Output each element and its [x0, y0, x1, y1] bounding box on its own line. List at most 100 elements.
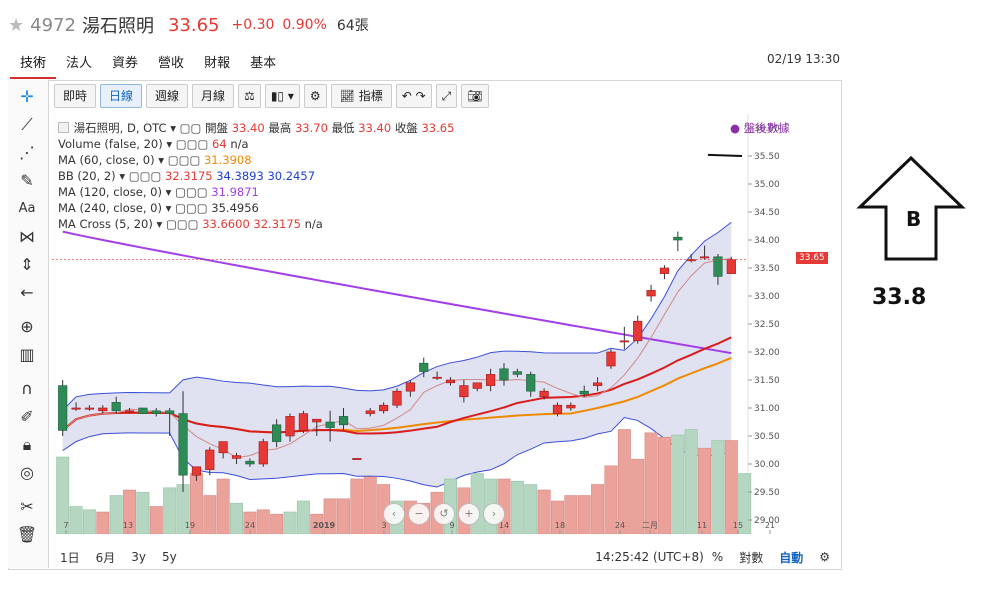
candle-body	[325, 421, 335, 428]
tab-revenue[interactable]: 營收	[158, 56, 185, 71]
y-tick-label: 32.00	[754, 348, 780, 358]
volume-bar	[310, 513, 324, 534]
fullscreen-icon[interactable]: ⤢	[435, 84, 458, 108]
range-3y[interactable]: 3y	[131, 550, 147, 564]
legend-ma240[interactable]: MA (240, close, 0) ▾ ▢▢▢ 35.4956	[58, 201, 259, 215]
high-value: 33.70	[294, 121, 328, 135]
up-arrow-annotation	[856, 155, 966, 261]
intraday-button[interactable]: 即時	[54, 84, 97, 108]
volume-bar	[698, 447, 712, 534]
legend-ma60[interactable]: MA (60, close, 0) ▾ ▢▢▢ 31.3908	[58, 153, 252, 167]
legend-macross-v1: 33.6600	[202, 217, 250, 231]
x-tick-label: 3	[381, 521, 386, 530]
trendline-icon[interactable]: ⟋	[21, 115, 33, 134]
log-button[interactable]: 對數	[739, 550, 764, 565]
star-icon[interactable]: ★	[8, 14, 25, 36]
tab-technical[interactable]: 技術	[10, 48, 57, 79]
monthly-button[interactable]: 月線	[192, 84, 235, 108]
legend-settings-icon[interactable]: ▾ ▢▢	[170, 121, 202, 135]
tools-icon[interactable]: ✂	[20, 497, 34, 516]
stock-name: 湯石照明	[81, 16, 154, 37]
lock-icon[interactable]: 🔒︎	[22, 435, 32, 454]
range-6m[interactable]: 6月	[95, 550, 116, 565]
candle-body	[191, 466, 201, 476]
ma5-line	[62, 257, 732, 459]
undo-icon[interactable]: ↶ ↷	[395, 84, 432, 108]
zoom-in-icon[interactable]: +	[458, 503, 480, 525]
candle-body	[124, 410, 135, 413]
text-icon[interactable]: Aa	[18, 201, 36, 216]
measure-icon[interactable]: ⇕	[20, 255, 34, 274]
candle-body	[71, 407, 81, 410]
stock-price: 33.65	[167, 14, 220, 36]
eye-icon[interactable]: ◎	[20, 463, 34, 482]
legend-title: 湯石照明, D, OTC	[73, 121, 167, 135]
percent-button[interactable]: %	[711, 550, 724, 564]
daily-button[interactable]: 日線	[100, 84, 143, 108]
after-hours-link[interactable]: ● 盤後數據	[730, 120, 790, 136]
collapse-icon[interactable]	[58, 122, 69, 133]
tab-institutional[interactable]: 法人	[66, 56, 93, 71]
fib-icon[interactable]: ⋰	[19, 143, 35, 162]
candlestick-chart[interactable]: 36.00 35.50 35.00 34.50 34.00 33.50 33.00 32.50…	[52, 114, 798, 534]
legend-volume-value: 64	[212, 137, 227, 151]
legend-bb-upper: 34.3893	[216, 169, 264, 183]
y-tick-label: 34.50	[754, 208, 780, 218]
range-5y[interactable]: 5y	[162, 550, 177, 564]
zoom-out-icon[interactable]: −	[408, 503, 430, 525]
open-value: 33.40	[231, 121, 265, 135]
candle-body	[619, 340, 629, 343]
legend-ma120[interactable]: MA (120, close, 0) ▾ ▢▢▢ 31.9871	[58, 185, 259, 199]
scroll-left-icon[interactable]: ‹	[383, 503, 405, 525]
crosshair-icon[interactable]: ✛	[20, 87, 34, 106]
x-tick-label: 19	[185, 521, 195, 530]
y-tick-label: 29.00	[754, 516, 780, 526]
gear-icon[interactable]: ⚙	[819, 550, 830, 564]
scroll-right-icon[interactable]: ›	[483, 503, 505, 525]
magnet-icon[interactable]: ∩	[21, 379, 33, 398]
pencil-lock-icon[interactable]: ✐	[20, 407, 34, 426]
compare-icon[interactable]: ⚖	[238, 84, 261, 108]
candle-body	[298, 413, 308, 431]
low-label: 最低	[331, 121, 355, 135]
volume-bar	[216, 478, 230, 534]
volume-bar	[136, 491, 150, 534]
candle-body	[512, 371, 522, 375]
candle-body	[539, 390, 549, 398]
tab-margin[interactable]: 資券	[112, 56, 139, 71]
candle-body	[646, 290, 656, 297]
legend-bb[interactable]: BB (20, 2) ▾ ▢▢▢ 32.3175 34.3893 30.2457	[58, 169, 316, 183]
volume-bar	[163, 487, 177, 534]
pattern-icon[interactable]: ⋈	[19, 227, 35, 246]
stock-code: 4972	[30, 14, 76, 36]
zoom-icon[interactable]: ⊕	[20, 317, 34, 336]
camera-icon[interactable]: 📷︎	[461, 84, 489, 108]
legend-macross-na: n/a	[304, 217, 323, 231]
tab-financials[interactable]: 財報	[204, 56, 231, 71]
candle-body	[472, 382, 482, 389]
trash-icon[interactable]: 🗑︎	[16, 525, 38, 544]
volume-bar	[82, 509, 96, 534]
indicators-button[interactable]: 📈︎ 指標	[330, 84, 392, 108]
last-price-tag: 33.65	[796, 252, 828, 264]
legend-macross[interactable]: MA Cross (5, 20) ▾ ▢▢▢ 33.6600 32.3175 n…	[58, 217, 323, 231]
auto-button[interactable]: 自動	[779, 550, 804, 565]
annotation-value: 33.8	[872, 285, 927, 310]
brush-icon[interactable]: ✎	[20, 171, 34, 190]
volume-bar	[350, 478, 364, 534]
bottom-bar: 1日 6月 3y 5y 14:25:42 (UTC+8) % 對數 自動 ⚙	[52, 548, 838, 566]
weekly-button[interactable]: 週線	[146, 84, 189, 108]
volume-bar	[671, 434, 685, 534]
candle-body	[58, 385, 68, 431]
range-1d[interactable]: 1日	[60, 550, 80, 565]
candle-type-icon[interactable]: ▮▯ ▾	[264, 84, 300, 108]
tab-basic[interactable]: 基本	[250, 56, 277, 71]
candle-body	[526, 374, 536, 392]
legend-volume[interactable]: Volume (false, 20) ▾ ▢▢▢ 64 n/a	[58, 137, 249, 151]
reset-icon[interactable]: ↺	[433, 503, 455, 525]
volume-bar	[149, 506, 163, 534]
bars-icon[interactable]: ▥	[19, 345, 35, 364]
arrow-left-icon[interactable]: ←	[20, 283, 34, 302]
candle-body	[98, 407, 108, 412]
settings-icon[interactable]: ⚙	[303, 84, 327, 108]
